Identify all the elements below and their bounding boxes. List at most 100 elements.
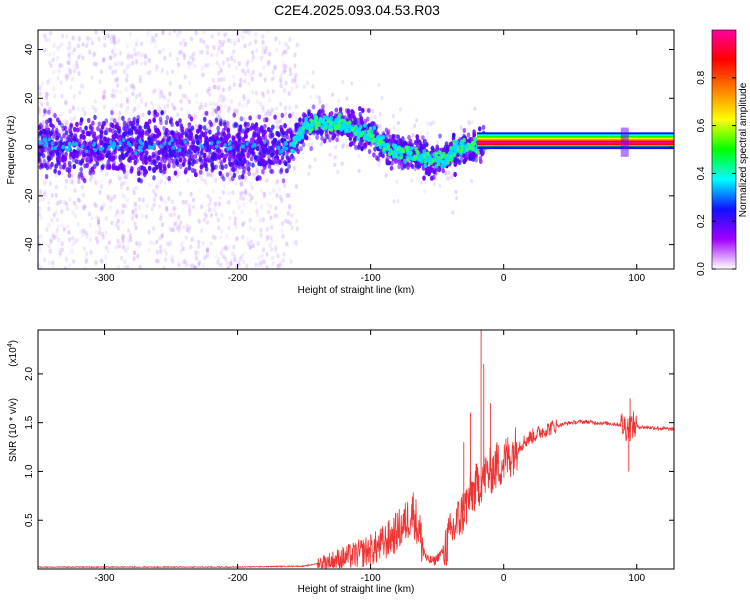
noise-cell bbox=[43, 33, 47, 39]
noise-cell bbox=[110, 49, 115, 54]
noise-cell bbox=[239, 191, 243, 197]
noise-cell bbox=[284, 116, 288, 122]
noise-cell bbox=[266, 112, 270, 118]
peak-cell bbox=[437, 150, 442, 155]
noise-cell bbox=[282, 49, 287, 55]
band-cell bbox=[267, 163, 272, 169]
noise-cell bbox=[283, 183, 287, 188]
noise-cell bbox=[232, 253, 237, 259]
peak-cell bbox=[347, 123, 352, 129]
noise-cell bbox=[117, 115, 122, 121]
band-cell bbox=[93, 114, 97, 121]
noise-cell bbox=[41, 120, 46, 125]
peak-cell bbox=[434, 158, 439, 163]
noise-cell bbox=[113, 194, 117, 200]
band-cell bbox=[231, 163, 236, 169]
peak-cell bbox=[393, 143, 398, 149]
noise-cell bbox=[267, 59, 271, 65]
noise-cell bbox=[281, 173, 285, 178]
noise-cell bbox=[286, 211, 291, 216]
noise-cell bbox=[138, 241, 142, 246]
band-cell bbox=[428, 166, 432, 172]
noise-cell bbox=[93, 51, 97, 56]
noise-cell bbox=[269, 215, 273, 221]
noise-cell bbox=[206, 62, 210, 68]
noise-cell bbox=[97, 216, 101, 222]
noise-cell bbox=[160, 232, 164, 238]
noise-cell bbox=[179, 249, 183, 254]
noise-cell bbox=[204, 181, 209, 187]
noise-cell bbox=[93, 177, 97, 183]
snr-line-path bbox=[38, 411, 675, 570]
noise-cell bbox=[242, 220, 246, 226]
band-cell bbox=[335, 137, 339, 143]
noise-cell bbox=[194, 255, 199, 261]
band-cell bbox=[204, 166, 209, 172]
band-cell bbox=[243, 122, 248, 128]
spectrogram-x-tick-label: 0 bbox=[501, 273, 507, 284]
noise-cell bbox=[96, 219, 100, 225]
band-cell bbox=[407, 134, 411, 140]
noise-cell bbox=[331, 92, 335, 98]
noise-cell bbox=[115, 76, 120, 82]
peak-cell bbox=[170, 138, 174, 143]
noise-cell bbox=[160, 93, 164, 99]
band-cell bbox=[46, 160, 50, 167]
noise-cell bbox=[101, 95, 106, 101]
band-cell bbox=[237, 174, 242, 181]
band-cell bbox=[385, 159, 390, 166]
noise-cell bbox=[133, 51, 137, 57]
noise-cell bbox=[168, 30, 172, 36]
noise-cell bbox=[187, 60, 191, 66]
noise-cell bbox=[227, 86, 232, 92]
noise-cell bbox=[202, 217, 206, 223]
peak-cell bbox=[304, 123, 309, 128]
noise-cell bbox=[254, 39, 258, 45]
noise-cell bbox=[44, 91, 49, 97]
noise-cell bbox=[251, 89, 255, 95]
noise-cell bbox=[86, 36, 90, 41]
noise-cell bbox=[206, 246, 210, 252]
band-cell bbox=[321, 104, 325, 110]
noise-cell bbox=[288, 105, 292, 111]
peak-cell bbox=[215, 144, 219, 149]
band-cell bbox=[72, 126, 77, 132]
peak-cell bbox=[291, 149, 295, 154]
band-cell bbox=[466, 132, 471, 138]
noise-cell bbox=[38, 205, 42, 211]
band-cell bbox=[139, 155, 144, 162]
noise-cell bbox=[218, 39, 222, 45]
carrier-band bbox=[477, 142, 674, 145]
peak-cell bbox=[93, 148, 97, 153]
noise-cell bbox=[284, 42, 288, 47]
band-cell bbox=[202, 125, 207, 131]
noise-cell bbox=[396, 198, 400, 204]
peak-cell bbox=[301, 122, 306, 128]
noise-cell bbox=[177, 214, 181, 220]
band-cell bbox=[452, 132, 456, 138]
noise-cell bbox=[41, 196, 45, 202]
noise-cell bbox=[64, 73, 68, 79]
noise-cell bbox=[255, 48, 259, 54]
band-cell bbox=[273, 114, 277, 120]
band-cell bbox=[115, 121, 119, 128]
noise-cell bbox=[85, 233, 89, 239]
noise-cell bbox=[247, 191, 251, 196]
noise-cell bbox=[341, 79, 345, 85]
noise-cell bbox=[217, 159, 221, 165]
noise-cell bbox=[285, 242, 290, 248]
noise-cell bbox=[469, 178, 473, 184]
peak-cell bbox=[298, 133, 303, 138]
noise-cell bbox=[173, 105, 177, 111]
noise-cell bbox=[237, 101, 242, 107]
noise-cell bbox=[160, 234, 164, 239]
noise-cell bbox=[154, 258, 159, 264]
noise-cell bbox=[280, 221, 285, 226]
noise-cell bbox=[196, 250, 200, 256]
noise-cell bbox=[94, 30, 98, 35]
noise-cell bbox=[164, 175, 168, 181]
noise-cell bbox=[271, 120, 275, 126]
noise-cell bbox=[276, 112, 280, 118]
noise-cell bbox=[177, 50, 181, 56]
